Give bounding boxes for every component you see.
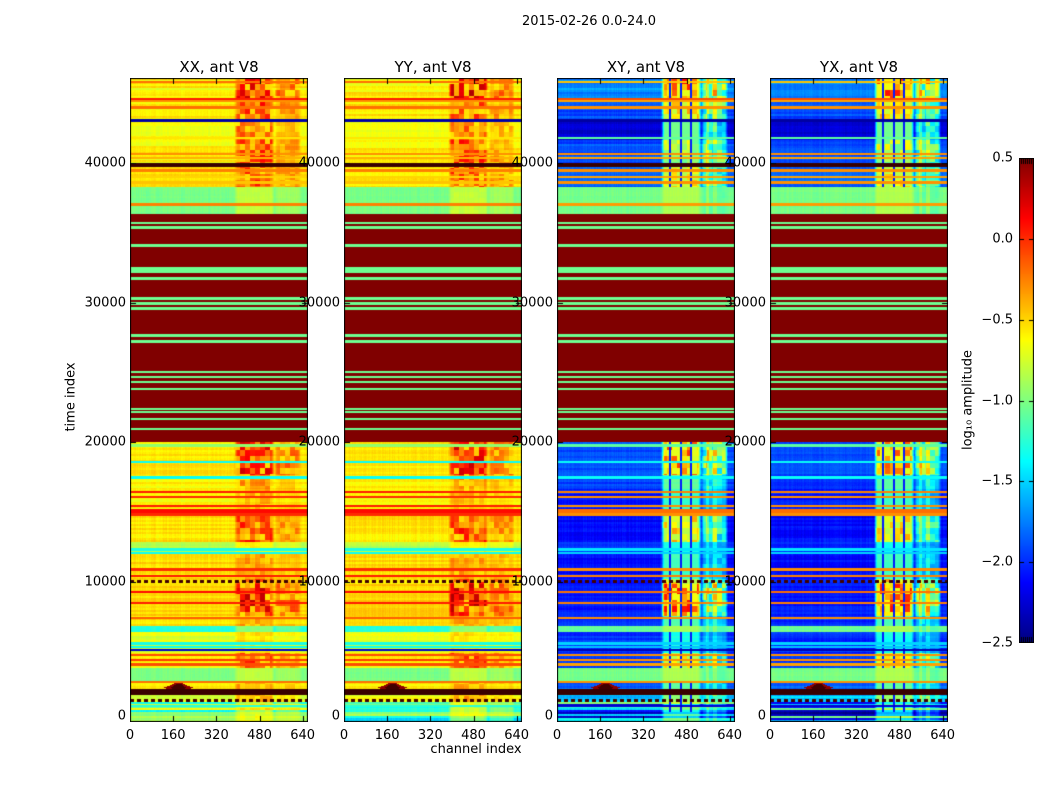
x-axis-label: channel index	[430, 742, 522, 757]
y-tick-label: 0	[331, 708, 340, 724]
y-tick-label: 0	[757, 708, 766, 724]
y-tick-label: 40000	[511, 155, 553, 171]
panel-title-yy: YY, ant V8	[394, 58, 472, 76]
x-tick-label: 640	[504, 728, 530, 743]
x-tick-label: 160	[160, 728, 186, 743]
x-tick-label: 480	[247, 728, 272, 743]
x-tick-label: 0	[125, 728, 135, 743]
colorbar-tick-label: −1.5	[981, 473, 1013, 489]
x-tick-label: 320	[630, 728, 656, 743]
y-tick-label: 20000	[511, 434, 553, 450]
x-tick-label: 160	[587, 728, 613, 743]
x-tick-label: 480	[674, 728, 699, 743]
y-tick-label: 30000	[724, 295, 766, 311]
x-tick-label: 320	[417, 728, 443, 743]
panel-title-xx: XX, ant V8	[179, 58, 259, 76]
colorbar-tick-label: −2.5	[981, 635, 1013, 651]
panel-title-yx: YX, ant V8	[819, 58, 899, 76]
y-tick-label: 30000	[298, 295, 340, 311]
x-tick-label: 480	[461, 728, 486, 743]
x-tick-label: 0	[765, 728, 775, 743]
x-tick-label: 320	[203, 728, 229, 743]
y-tick-label: 20000	[724, 434, 766, 450]
y-tick-label: 10000	[724, 574, 766, 590]
colorbar-tick-label: −1.0	[981, 393, 1013, 408]
colorbar-tick-label: −0.5	[981, 312, 1013, 328]
heatmap-yx	[770, 78, 948, 722]
x-tick-label: 640	[290, 728, 316, 743]
y-tick-label: 20000	[298, 434, 340, 450]
heatmap-yy	[344, 78, 522, 722]
y-axis-label: time index	[63, 362, 79, 432]
heatmap-xy	[557, 78, 735, 722]
x-tick-label: 320	[843, 728, 869, 743]
y-tick-label: 10000	[511, 574, 553, 590]
y-tick-label: 20000	[84, 434, 126, 450]
colorbar	[1019, 158, 1034, 643]
x-tick-label: 0	[339, 728, 349, 743]
colorbar-tick-label: −2.0	[981, 554, 1013, 570]
figure-title: 2015-02-26 0.0-24.0	[522, 14, 656, 29]
x-tick-label: 640	[717, 728, 743, 743]
x-tick-label: 480	[887, 728, 912, 743]
y-tick-label: 0	[544, 708, 553, 724]
y-tick-label: 0	[117, 708, 126, 724]
heatmap-xx	[130, 78, 308, 722]
y-tick-label: 30000	[511, 295, 553, 311]
colorbar-tick-label: 0.0	[992, 231, 1013, 247]
x-tick-label: 160	[800, 728, 826, 743]
x-tick-label: 0	[552, 728, 562, 743]
colorbar-tick-label: 0.5	[992, 150, 1013, 166]
y-tick-label: 10000	[298, 574, 340, 590]
x-tick-label: 640	[930, 728, 956, 743]
y-tick-label: 40000	[724, 155, 766, 171]
y-tick-label: 40000	[298, 155, 340, 171]
y-tick-label: 30000	[84, 295, 126, 311]
y-tick-label: 40000	[84, 155, 126, 171]
panel-title-xy: XY, ant V8	[606, 58, 686, 76]
colorbar-label: log₁₀ amplitude	[960, 349, 976, 451]
y-tick-label: 10000	[84, 574, 126, 590]
x-tick-label: 160	[374, 728, 400, 743]
